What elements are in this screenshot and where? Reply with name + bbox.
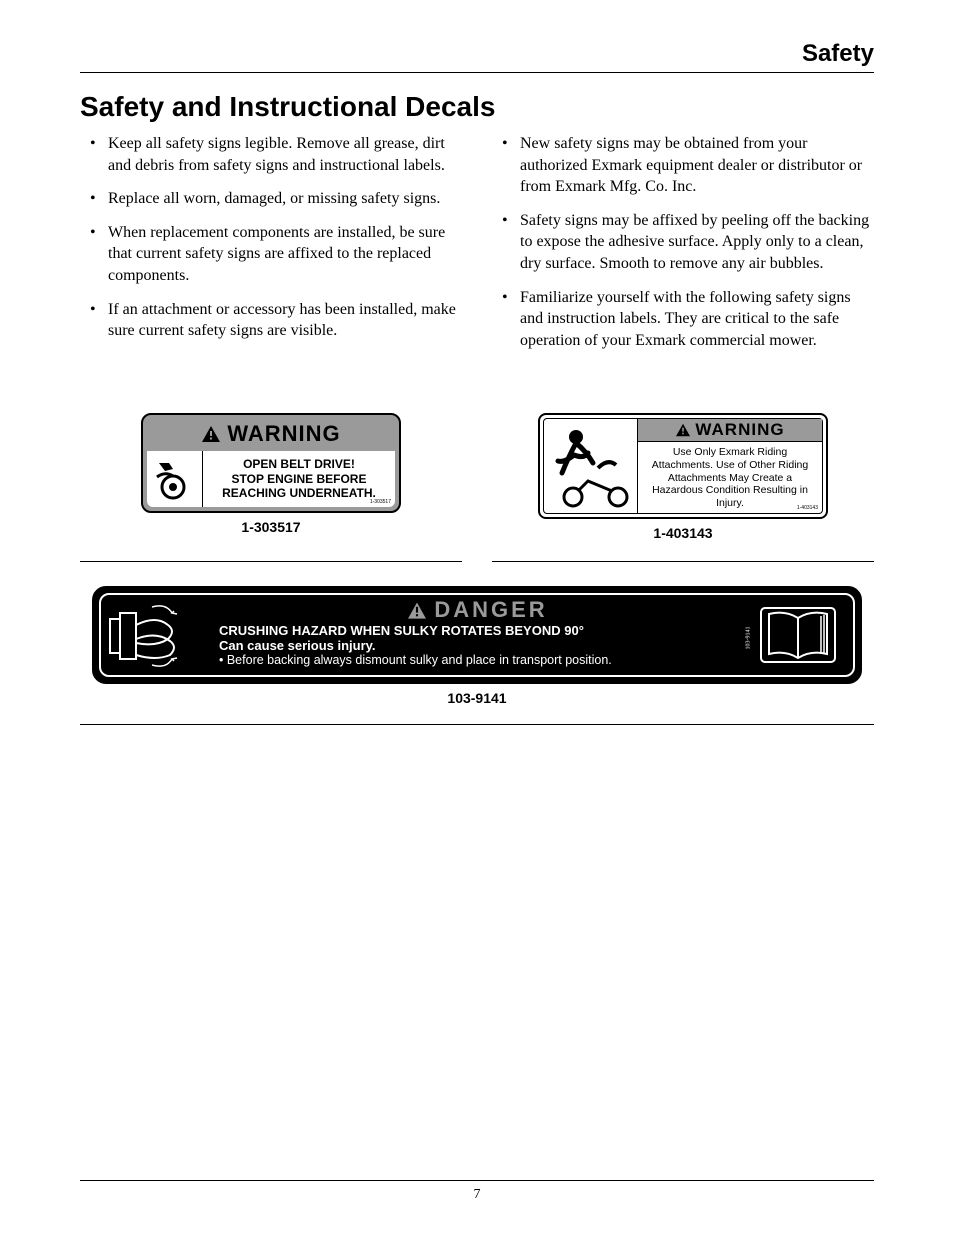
decal3-line3: • Before backing always dismount sulky a… (219, 653, 735, 667)
decal2-header-text: WARNING (695, 420, 784, 440)
right-column: New safety signs may be obtained from yo… (492, 133, 874, 363)
decal2-caption: 1-403143 (492, 525, 874, 541)
decal3-header-text: DANGER (434, 597, 547, 623)
alert-triangle-icon (675, 423, 691, 437)
decal-row-bottom: DANGER CRUSHING HAZARD WHEN SULKY ROTATE… (80, 586, 874, 725)
decal2-small-partno: 1-403143 (797, 505, 818, 511)
decal1-line1: OPEN BELT DRIVE! (207, 457, 391, 471)
page-header: Safety (80, 40, 874, 73)
list-item: Replace all worn, damaged, or missing sa… (80, 188, 462, 210)
section-label: Safety (802, 40, 874, 67)
decal3-header: DANGER (219, 597, 735, 623)
list-item: Keep all safety signs legible. Remove al… (80, 133, 462, 176)
decal-row-top: WARNING OPEN BELT DRIVE! STOP ENGINE BEF… (80, 413, 874, 562)
bullet-columns: Keep all safety signs legible. Remove al… (80, 133, 874, 363)
decal3-line2: Can cause serious injury. (219, 638, 735, 653)
manual-book-icon: 103-9141 (743, 595, 853, 675)
decal3-small-partno: 103-9141 (746, 627, 752, 650)
decal2-header: WARNING (638, 419, 822, 442)
decal1-line3: REACHING UNDERNEATH. (207, 486, 391, 500)
decal2-text: Use Only Exmark Riding Attachments. Use … (638, 442, 822, 513)
warning-decal-riding: WARNING Use Only Exmark Riding Attachmen… (538, 413, 828, 519)
left-column: Keep all safety signs legible. Remove al… (80, 133, 462, 363)
decal2-body-text: Use Only Exmark Riding Attachments. Use … (652, 446, 808, 508)
decal1-small-partno: 1-303517 (370, 499, 391, 505)
decal3-line1: CRUSHING HAZARD WHEN SULKY ROTATES BEYON… (219, 623, 735, 638)
warning-decal-belt: WARNING OPEN BELT DRIVE! STOP ENGINE BEF… (141, 413, 401, 512)
decal1-body: OPEN BELT DRIVE! STOP ENGINE BEFORE REAC… (147, 451, 395, 506)
list-item: New safety signs may be obtained from yo… (492, 133, 874, 198)
decal-cell-1: WARNING OPEN BELT DRIVE! STOP ENGINE BEF… (80, 413, 462, 562)
list-item: If an attachment or accessory has been i… (80, 299, 462, 342)
decal-cell-2: WARNING Use Only Exmark Riding Attachmen… (492, 413, 874, 562)
decal1-line2: STOP ENGINE BEFORE (207, 472, 391, 486)
left-bullet-list: Keep all safety signs legible. Remove al… (80, 133, 462, 342)
belt-hazard-icon (147, 451, 203, 506)
list-item: When replacement components are installe… (80, 222, 462, 287)
crushing-hands-icon (101, 595, 211, 675)
decal3-mid: DANGER CRUSHING HAZARD WHEN SULKY ROTATE… (211, 595, 743, 675)
danger-decal-crushing: DANGER CRUSHING HAZARD WHEN SULKY ROTATE… (92, 586, 862, 684)
page-title: Safety and Instructional Decals (80, 91, 874, 123)
decal1-text: OPEN BELT DRIVE! STOP ENGINE BEFORE REAC… (203, 451, 395, 506)
alert-triangle-icon (406, 601, 428, 620)
right-bullet-list: New safety signs may be obtained from yo… (492, 133, 874, 351)
thrown-person-icon (543, 418, 638, 514)
decal1-header-text: WARNING (227, 421, 340, 447)
list-item: Safety signs may be affixed by peeling o… (492, 210, 874, 275)
list-item: Familiarize yourself with the following … (492, 287, 874, 352)
decal3-caption: 103-9141 (80, 690, 874, 706)
alert-triangle-icon (201, 425, 221, 443)
page-number: 7 (80, 1180, 874, 1203)
decal1-header: WARNING (147, 419, 395, 451)
decal1-caption: 1-303517 (80, 519, 462, 535)
